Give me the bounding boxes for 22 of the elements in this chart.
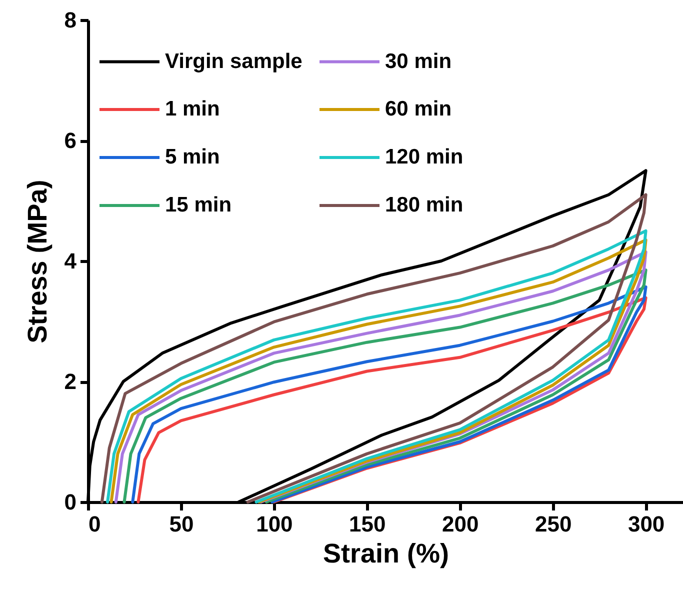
legend-label: 1 min (165, 98, 220, 120)
legend-label: 5 min (165, 146, 220, 168)
legend-label: 30 min (385, 50, 452, 73)
x-tick-label: 100 (256, 512, 293, 536)
legend-label: 15 min (165, 194, 232, 216)
x-tick-label: 200 (442, 512, 479, 536)
y-tick-label: 6 (64, 128, 76, 153)
x-tick-label: 150 (349, 512, 386, 536)
y-axis-title: Stress (MPa) (22, 180, 52, 344)
x-axis-title: Strain (%) (322, 538, 450, 568)
legend-label: 60 min (385, 98, 452, 120)
x-tick-label: 300 (628, 512, 665, 536)
y-tick-label: 2 (64, 369, 76, 394)
legend-label: Virgin sample (165, 50, 302, 73)
legend-label: 120 min (385, 146, 464, 168)
y-tick-label: 0 (64, 490, 76, 514)
y-tick-label: 4 (64, 248, 78, 274)
x-tick-label: 250 (534, 512, 572, 536)
x-tick-label: 50 (169, 512, 194, 536)
y-tick-label: 8 (64, 8, 76, 32)
x-tick-label: 0 (88, 512, 101, 536)
legend-label: 180 min (385, 194, 464, 216)
